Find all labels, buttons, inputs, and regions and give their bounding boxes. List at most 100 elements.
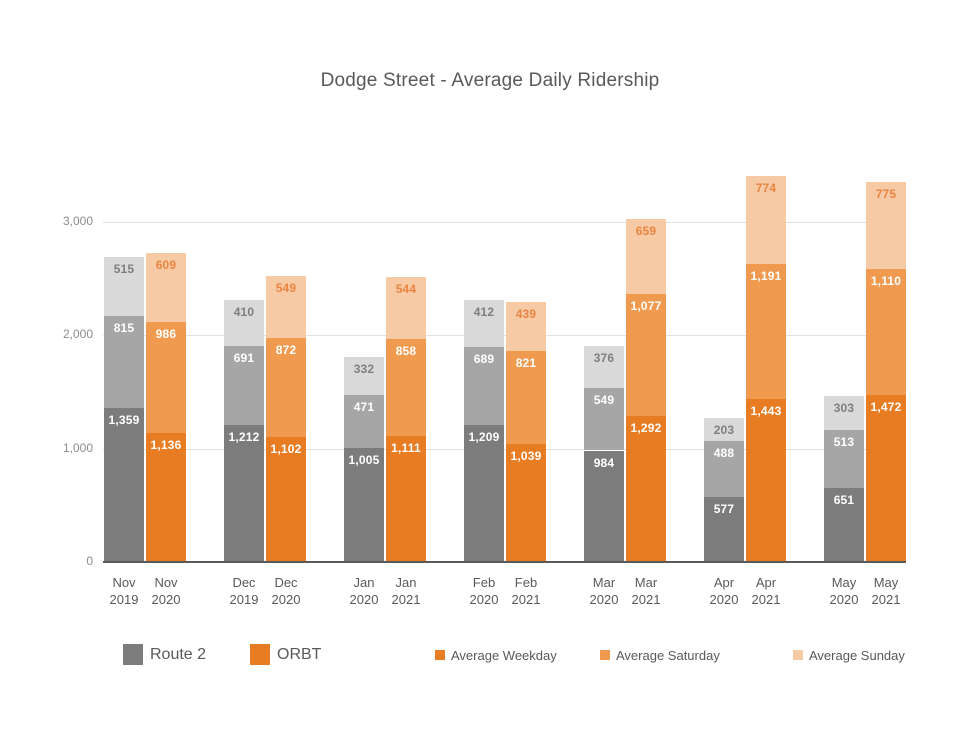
x-tick-label: Mar 2021 (614, 574, 678, 608)
bar-segment-saturday: 488 (704, 441, 744, 497)
bar-segment-weekday: 1,443 (746, 398, 786, 562)
legend-swatch-icon (123, 644, 143, 665)
bar-value-label: 1,077 (630, 298, 662, 313)
bar-segment-weekday: 651 (824, 488, 864, 562)
y-tick-label: 3,000 (62, 214, 93, 228)
bar-value-label: 1,005 (348, 453, 380, 468)
bar-value-label: 488 (713, 446, 735, 461)
bar-value-label: 1,136 (150, 438, 182, 453)
bar-value-label: 412 (473, 305, 495, 320)
x-tick-year: 2021 (631, 592, 661, 607)
bar-value-label: 986 (155, 326, 177, 341)
x-tick-month: Mar (592, 575, 616, 590)
bar-value-label: 1,191 (750, 268, 782, 283)
bar-value-label: 332 (353, 362, 375, 377)
x-tick-label: Jan 2020 (332, 574, 396, 608)
x-tick-year: 2020 (589, 592, 619, 607)
x-tick-month: Feb (514, 575, 538, 590)
bar-value-label: 471 (353, 399, 375, 414)
x-axis-line (103, 561, 906, 563)
bar-value-label: 544 (395, 282, 417, 297)
y-tick-label: 0 (86, 554, 93, 568)
bar-value-label: 439 (515, 306, 537, 321)
x-tick-month: May (873, 575, 899, 590)
x-tick-label: Apr 2021 (734, 574, 798, 608)
bar-segment-saturday: 1,077 (626, 293, 666, 416)
bar-segment-weekday: 1,136 (146, 433, 186, 562)
x-tick-year: 2020 (151, 592, 181, 607)
legend-swatch-icon (600, 650, 610, 660)
x-tick-year: 2021 (391, 592, 421, 607)
x-tick-label: May 2020 (812, 574, 876, 608)
bar-value-label: 1,102 (270, 442, 302, 457)
bar-segment-weekday: 1,102 (266, 437, 306, 562)
legend-swatch-icon (793, 650, 803, 660)
bar-value-label: 1,443 (750, 403, 782, 418)
bar-segment-sunday: 203 (704, 418, 744, 442)
x-tick-year: 2020 (709, 592, 739, 607)
x-tick-year: 2020 (829, 592, 859, 607)
bar-segment-saturday: 872 (266, 338, 306, 438)
bar-segment-saturday: 1,191 (746, 263, 786, 399)
x-tick-label: May 2021 (854, 574, 918, 608)
legend-label: Average Weekday (451, 648, 557, 663)
bar-value-label: 775 (875, 186, 897, 201)
bar-segment-saturday: 986 (146, 321, 186, 434)
bar-value-label: 513 (833, 435, 855, 450)
x-tick-month: Feb (472, 575, 496, 590)
x-tick-year: 2019 (109, 592, 139, 607)
x-tick-label: Jan 2021 (374, 574, 438, 608)
bar-segment-saturday: 689 (464, 346, 504, 426)
bar-segment-weekday: 1,039 (506, 444, 546, 562)
x-tick-year: 2021 (751, 592, 781, 607)
bar-segment-saturday: 815 (104, 315, 144, 408)
bar-value-label: 1,359 (108, 413, 140, 428)
bar-segment-sunday: 549 (266, 276, 306, 339)
legend-swatch-icon (250, 644, 270, 665)
bar-segment-saturday: 1,110 (866, 269, 906, 396)
bar-segment-saturday: 858 (386, 338, 426, 437)
bar-segment-saturday: 821 (506, 351, 546, 445)
bar-value-label: 821 (515, 356, 537, 371)
x-tick-month: Jan (395, 575, 417, 590)
x-tick-month: Apr (755, 575, 777, 590)
bar-value-label: 549 (275, 281, 297, 296)
bar-segment-sunday: 609 (146, 252, 186, 322)
bar-value-label: 872 (275, 343, 297, 358)
bar-value-label: 689 (473, 351, 495, 366)
bar-segment-saturday: 471 (344, 394, 384, 449)
gridline (103, 222, 906, 223)
bar-value-label: 1,111 (391, 441, 421, 456)
x-tick-month: Apr (713, 575, 735, 590)
bar-value-label: 1,110 (870, 274, 902, 289)
bar-value-label: 691 (233, 351, 255, 366)
bar-value-label: 984 (593, 455, 615, 470)
bar-segment-sunday: 544 (386, 277, 426, 339)
bar-value-label: 410 (233, 304, 255, 319)
bar-value-label: 651 (833, 493, 855, 508)
x-tick-month: Mar (634, 575, 658, 590)
bar-value-label: 303 (833, 400, 855, 415)
bar-value-label: 515 (113, 262, 135, 277)
bar-segment-weekday: 1,472 (866, 395, 906, 562)
bar-segment-weekday: 1,209 (464, 425, 504, 562)
bar-value-label: 203 (713, 423, 735, 438)
bar-value-label: 858 (395, 343, 417, 358)
x-tick-year: 2019 (229, 592, 259, 607)
bar-value-label: 1,039 (510, 449, 542, 464)
gridline (103, 449, 906, 450)
bar-segment-sunday: 376 (584, 345, 624, 389)
y-tick-label: 2,000 (62, 327, 93, 341)
bar-value-label: 577 (713, 501, 735, 516)
x-tick-label: Apr 2020 (692, 574, 756, 608)
x-tick-month: Dec (274, 575, 298, 590)
x-tick-label: Nov 2019 (92, 574, 156, 608)
bar-value-label: 1,292 (630, 420, 662, 435)
x-tick-label: Dec 2020 (254, 574, 318, 608)
bar-value-label: 659 (635, 223, 657, 238)
bar-segment-weekday: 577 (704, 496, 744, 562)
bar-segment-sunday: 410 (224, 299, 264, 347)
bar-value-label: 815 (113, 320, 135, 335)
